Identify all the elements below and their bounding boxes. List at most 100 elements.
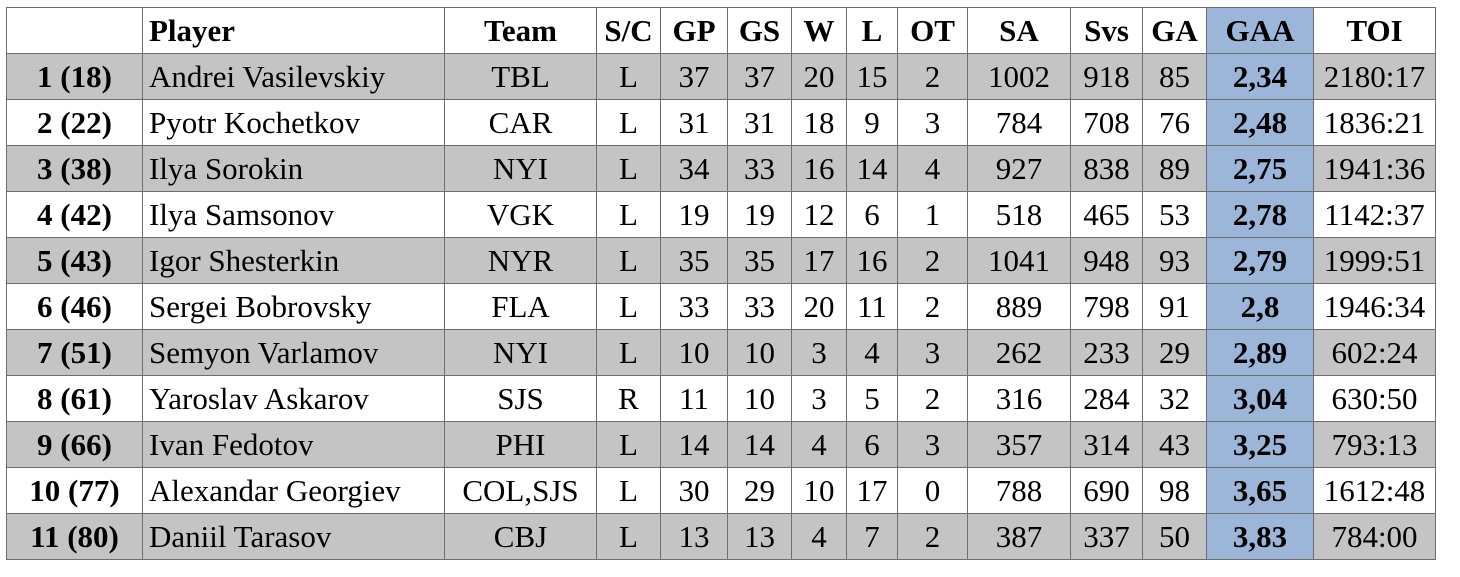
cell-player: Yaroslav Askarov — [142, 375, 445, 422]
cell-team: NYI — [444, 329, 597, 376]
cell-player: Ilya Samsonov — [142, 191, 445, 238]
cell-rank: 3 (38) — [6, 145, 143, 192]
cell-l: 9 — [846, 99, 898, 146]
table-row: 7 (51) Semyon Varlamov NYI L 10 10 3 4 3 262 233 29… — [6, 329, 1436, 376]
cell-gp: 13 — [660, 513, 728, 560]
cell-l: 16 — [846, 237, 898, 284]
cell-gs: 10 — [727, 375, 792, 422]
cell-gaa: 2,89 — [1206, 329, 1314, 376]
cell-ot: 1 — [897, 191, 968, 238]
header-ga: GA — [1142, 7, 1207, 54]
cell-sc: R — [596, 375, 661, 422]
header-sa: SA — [967, 7, 1071, 54]
table-body: 1 (18) Andrei Vasilevskiy TBL L 37 37 20 15 2 100… — [6, 53, 1436, 560]
cell-gp: 30 — [660, 467, 728, 514]
cell-gaa: 2,34 — [1206, 53, 1314, 100]
cell-sa: 784 — [967, 99, 1071, 146]
cell-gp: 37 — [660, 53, 728, 100]
table-row: 9 (66) Ivan Fedotov PHI L 14 14 4 6 3 357 314 43 3,2… — [6, 421, 1436, 468]
cell-w: 18 — [791, 99, 847, 146]
cell-gp: 33 — [660, 283, 728, 330]
cell-sc: L — [596, 99, 661, 146]
cell-team: VGK — [444, 191, 597, 238]
table-row: 4 (42) Ilya Samsonov VGK L 19 19 12 6 1 518 465 53 2… — [6, 191, 1436, 238]
cell-gaa: 3,65 — [1206, 467, 1314, 514]
cell-gaa: 3,83 — [1206, 513, 1314, 560]
cell-svs: 337 — [1070, 513, 1143, 560]
header-w: W — [791, 7, 847, 54]
cell-l: 7 — [846, 513, 898, 560]
cell-sc: L — [596, 421, 661, 468]
cell-team: CBJ — [444, 513, 597, 560]
cell-w: 4 — [791, 421, 847, 468]
cell-player: Sergei Bobrovsky — [142, 283, 445, 330]
cell-gs: 14 — [727, 421, 792, 468]
header-toi: TOI — [1313, 7, 1436, 54]
cell-sa: 889 — [967, 283, 1071, 330]
cell-svs: 918 — [1070, 53, 1143, 100]
table-row: 8 (61) Yaroslav Askarov SJS R 11 10 3 5 2 316 284 3… — [6, 375, 1436, 422]
cell-ga: 53 — [1142, 191, 1207, 238]
cell-toi: 1946:34 — [1313, 283, 1436, 330]
cell-sc: L — [596, 53, 661, 100]
cell-svs: 798 — [1070, 283, 1143, 330]
table-row: 10 (77) Alexandar Georgiev COL,SJS L 30 29 10 1… — [6, 467, 1436, 514]
cell-sc: L — [596, 237, 661, 284]
header-row: Player Team S/C GP GS W L OT SA Svs GA G… — [6, 7, 1436, 54]
cell-team: NYR — [444, 237, 597, 284]
cell-gaa: 3,04 — [1206, 375, 1314, 422]
cell-svs: 465 — [1070, 191, 1143, 238]
cell-player: Ivan Fedotov — [142, 421, 445, 468]
cell-l: 14 — [846, 145, 898, 192]
header-svs: Svs — [1070, 7, 1143, 54]
cell-toi: 1612:48 — [1313, 467, 1436, 514]
table-row: 11 (80) Daniil Tarasov CBJ L 13 13 4 7 2 387 337 50… — [6, 513, 1436, 560]
cell-gs: 33 — [727, 283, 792, 330]
cell-ga: 93 — [1142, 237, 1207, 284]
cell-sa: 927 — [967, 145, 1071, 192]
cell-gaa: 2,8 — [1206, 283, 1314, 330]
cell-toi: 602:24 — [1313, 329, 1436, 376]
cell-ot: 3 — [897, 421, 968, 468]
cell-rank: 9 (66) — [6, 421, 143, 468]
cell-toi: 2180:17 — [1313, 53, 1436, 100]
cell-sc: L — [596, 191, 661, 238]
cell-ot: 2 — [897, 283, 968, 330]
cell-sa: 788 — [967, 467, 1071, 514]
cell-svs: 708 — [1070, 99, 1143, 146]
cell-player: Semyon Varlamov — [142, 329, 445, 376]
table-row: 2 (22) Pyotr Kochetkov CAR L 31 31 18 9 3 784 708 7… — [6, 99, 1436, 146]
cell-ot: 2 — [897, 375, 968, 422]
cell-gs: 29 — [727, 467, 792, 514]
cell-sa: 1041 — [967, 237, 1071, 284]
cell-player: Ilya Sorokin — [142, 145, 445, 192]
cell-svs: 233 — [1070, 329, 1143, 376]
cell-sc: L — [596, 145, 661, 192]
cell-w: 20 — [791, 53, 847, 100]
cell-w: 3 — [791, 375, 847, 422]
header-ot: OT — [897, 7, 968, 54]
cell-gs: 33 — [727, 145, 792, 192]
cell-ga: 29 — [1142, 329, 1207, 376]
cell-gs: 19 — [727, 191, 792, 238]
cell-l: 15 — [846, 53, 898, 100]
cell-gs: 35 — [727, 237, 792, 284]
cell-ot: 3 — [897, 99, 968, 146]
cell-l: 6 — [846, 421, 898, 468]
cell-rank: 11 (80) — [6, 513, 143, 560]
cell-team: PHI — [444, 421, 597, 468]
cell-team: SJS — [444, 375, 597, 422]
cell-gp: 34 — [660, 145, 728, 192]
cell-l: 5 — [846, 375, 898, 422]
cell-ga: 43 — [1142, 421, 1207, 468]
table-row: 1 (18) Andrei Vasilevskiy TBL L 37 37 20 15 2 100… — [6, 53, 1436, 100]
cell-w: 3 — [791, 329, 847, 376]
cell-gaa: 2,75 — [1206, 145, 1314, 192]
cell-rank: 8 (61) — [6, 375, 143, 422]
table-row: 3 (38) Ilya Sorokin NYI L 34 33 16 14 4 927 838 89 2… — [6, 145, 1436, 192]
cell-l: 6 — [846, 191, 898, 238]
cell-gs: 31 — [727, 99, 792, 146]
cell-w: 12 — [791, 191, 847, 238]
cell-gs: 10 — [727, 329, 792, 376]
cell-toi: 1941:36 — [1313, 145, 1436, 192]
